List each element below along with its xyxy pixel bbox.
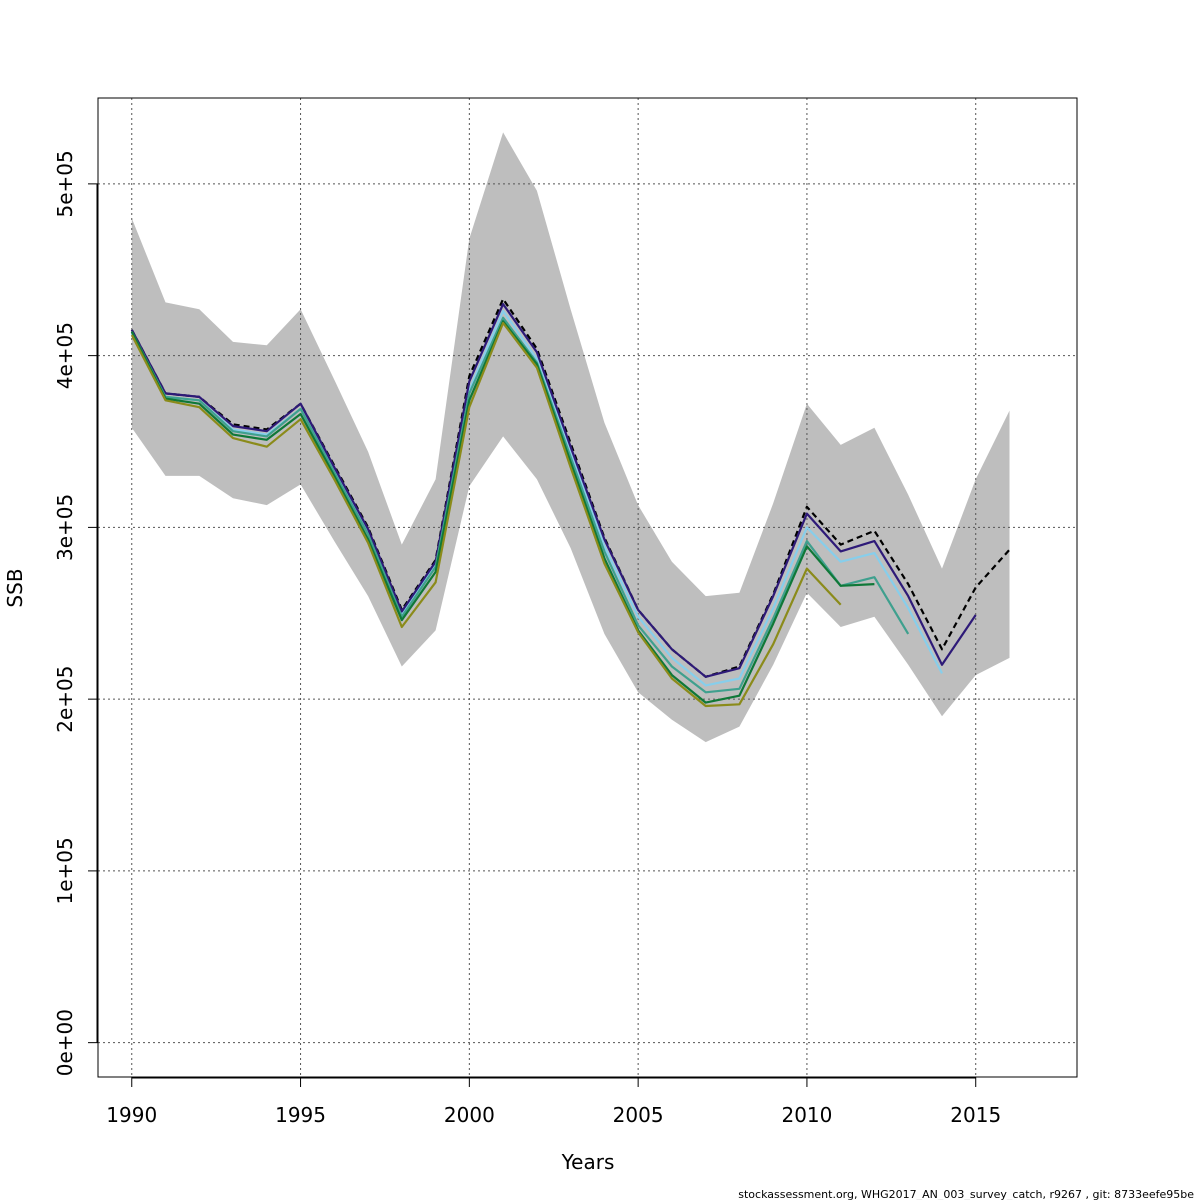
x-tick-label: 2000 — [444, 1103, 495, 1127]
grid-layer — [98, 98, 1077, 1077]
series-line-6 — [130, 321, 842, 708]
x-tick-label: 1990 — [106, 1103, 157, 1127]
series-layer — [130, 297, 1011, 708]
x-tick-label: 2010 — [781, 1103, 832, 1127]
y-tick-label: 2e+05 — [53, 665, 77, 732]
y-tick-label: 5e+05 — [53, 150, 77, 217]
footer-credit: stockassessment.org, WHG2017_AN_003_surv… — [738, 1188, 1194, 1200]
series-line-4 — [130, 316, 910, 694]
x-axis-title: Years — [561, 1150, 615, 1174]
confidence-band-layer — [131, 132, 1010, 743]
x-tick-label: 1995 — [275, 1103, 326, 1127]
series-line-5 — [130, 320, 875, 704]
confidence-band — [131, 132, 1010, 743]
x-tick-label: 2015 — [950, 1103, 1001, 1127]
y-tick-label: 3e+05 — [53, 494, 77, 561]
y-tick-label: 1e+05 — [53, 837, 77, 904]
y-axis: 0e+00 1e+05 2e+05 3e+05 4e+05 5e+05 — [53, 150, 98, 1076]
series-line-3 — [130, 303, 977, 678]
y-tick-label: 0e+00 — [53, 1009, 77, 1076]
plot-frame — [97, 97, 1078, 1078]
y-axis-title: SSB — [3, 568, 27, 607]
series-line-2 — [130, 309, 943, 687]
y-tick-label: 4e+05 — [53, 322, 77, 389]
x-axis: 1990 1995 2000 2005 2010 2015 — [106, 1077, 1001, 1127]
x-tick-label: 2005 — [613, 1103, 664, 1127]
